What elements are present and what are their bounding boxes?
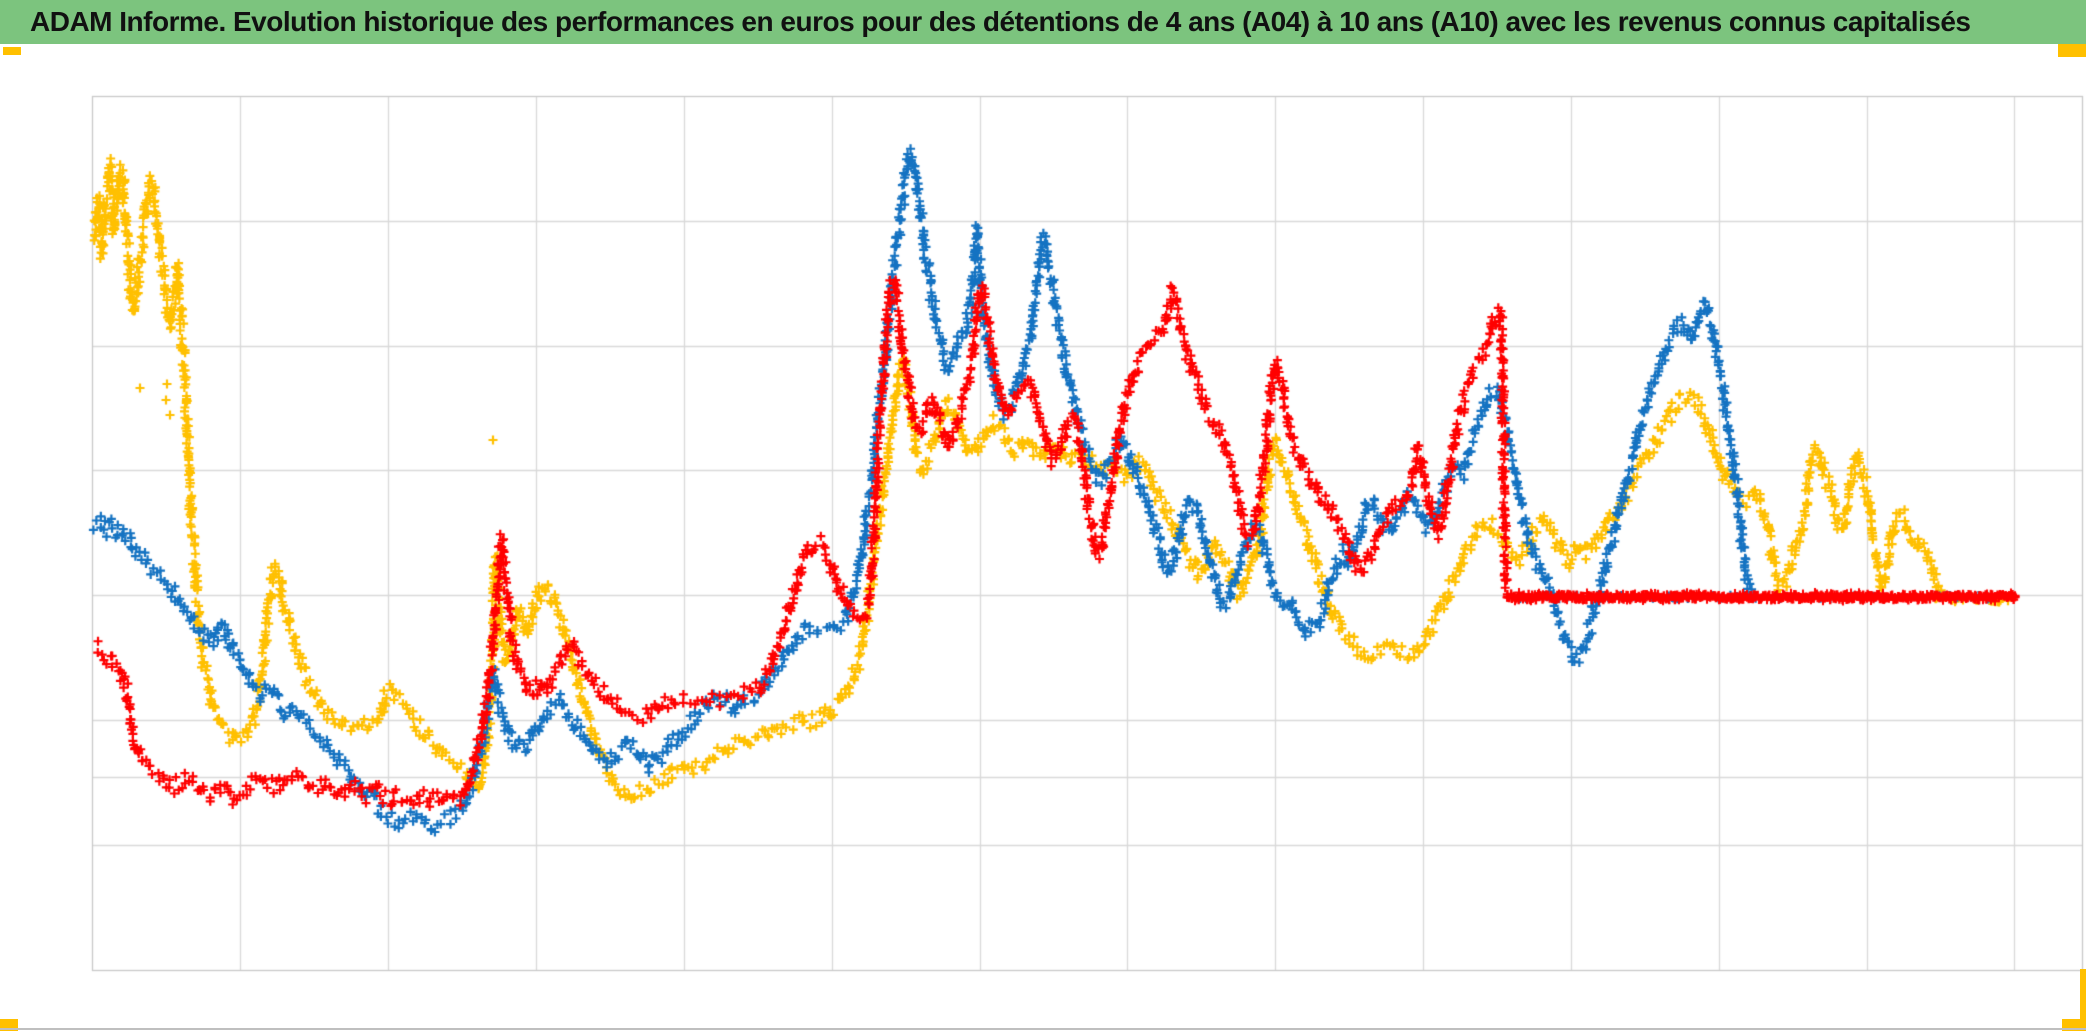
top-right-handle bbox=[2058, 44, 2086, 57]
chart-title-banner: ADAM Informe. Evolution historique des p… bbox=[0, 0, 2086, 44]
bottom-right-handle-vertical bbox=[2080, 969, 2086, 1031]
chart-title-text: ADAM Informe. Evolution historique des p… bbox=[30, 6, 1971, 37]
bottom-rule bbox=[0, 1028, 2086, 1030]
top-left-handle bbox=[3, 47, 21, 55]
